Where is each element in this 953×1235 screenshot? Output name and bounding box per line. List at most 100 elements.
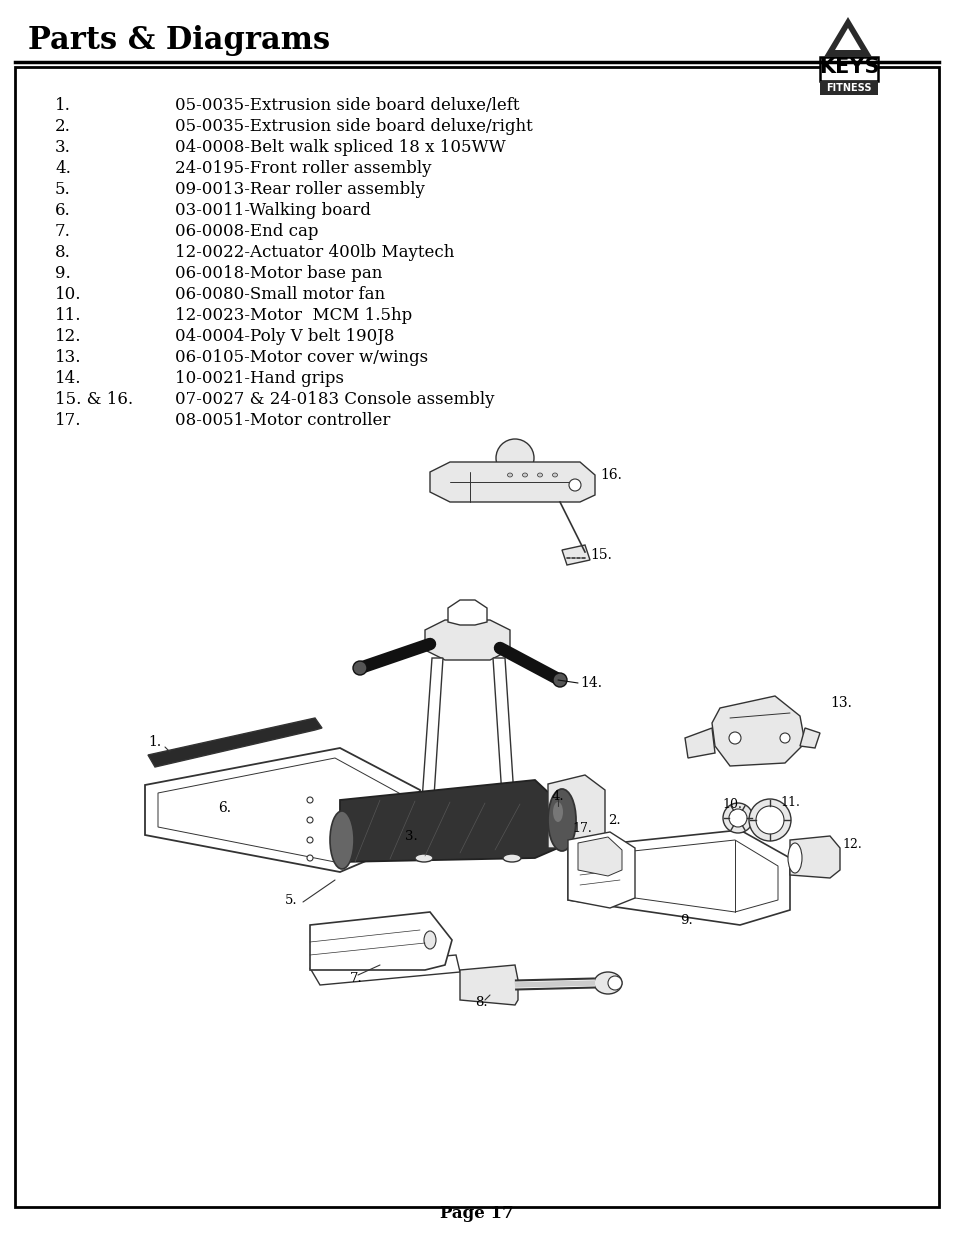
Ellipse shape	[755, 806, 783, 834]
Ellipse shape	[568, 479, 580, 492]
Text: 2.: 2.	[607, 814, 620, 826]
Ellipse shape	[537, 473, 542, 477]
Polygon shape	[158, 758, 408, 862]
Ellipse shape	[552, 473, 557, 477]
Text: 3.: 3.	[55, 140, 71, 156]
Polygon shape	[430, 462, 595, 501]
Ellipse shape	[547, 789, 576, 851]
Text: 15. & 16.: 15. & 16.	[55, 391, 133, 408]
Bar	[820, 82, 877, 95]
Text: 13.: 13.	[55, 350, 81, 366]
Ellipse shape	[594, 972, 621, 994]
Text: 1.: 1.	[55, 98, 71, 114]
Polygon shape	[145, 748, 419, 872]
Text: 6.: 6.	[218, 802, 231, 815]
Ellipse shape	[780, 734, 789, 743]
Text: 05-0035-Extrusion side board deluxe/left: 05-0035-Extrusion side board deluxe/left	[174, 98, 519, 114]
Text: 08-0051-Motor controller: 08-0051-Motor controller	[174, 412, 390, 429]
Ellipse shape	[496, 438, 534, 477]
Ellipse shape	[728, 809, 746, 827]
Polygon shape	[459, 965, 517, 1005]
Text: 24-0195-Front roller assembly: 24-0195-Front roller assembly	[174, 161, 431, 177]
Text: 10.: 10.	[721, 798, 741, 810]
Text: 07-0027 & 24-0183 Console assembly: 07-0027 & 24-0183 Console assembly	[174, 391, 494, 408]
Text: 4.: 4.	[55, 161, 71, 177]
Polygon shape	[148, 718, 322, 767]
Text: 06-0018-Motor base pan: 06-0018-Motor base pan	[174, 266, 382, 282]
Ellipse shape	[353, 661, 367, 676]
Text: 10.: 10.	[55, 287, 81, 303]
Text: 09-0013-Rear roller assembly: 09-0013-Rear roller assembly	[174, 182, 424, 198]
Text: 11.: 11.	[780, 797, 799, 809]
Text: 03-0011-Walking board: 03-0011-Walking board	[174, 203, 371, 219]
Polygon shape	[561, 545, 589, 564]
Text: 7.: 7.	[55, 224, 71, 240]
Polygon shape	[567, 832, 635, 908]
Ellipse shape	[722, 803, 752, 832]
Polygon shape	[417, 658, 442, 858]
Ellipse shape	[728, 732, 740, 743]
Text: 8.: 8.	[55, 245, 71, 261]
Text: 13.: 13.	[829, 697, 851, 710]
Ellipse shape	[607, 976, 621, 990]
Polygon shape	[310, 955, 459, 986]
Ellipse shape	[522, 473, 527, 477]
Polygon shape	[310, 911, 452, 969]
Polygon shape	[684, 727, 714, 758]
Text: 6.: 6.	[55, 203, 71, 219]
Polygon shape	[493, 658, 517, 858]
Text: 5.: 5.	[55, 182, 71, 198]
Text: 7.: 7.	[350, 972, 362, 984]
Ellipse shape	[330, 811, 354, 869]
Polygon shape	[711, 697, 804, 766]
Text: 10-0021-Hand grips: 10-0021-Hand grips	[174, 370, 344, 387]
Ellipse shape	[307, 818, 313, 823]
Ellipse shape	[307, 855, 313, 861]
Ellipse shape	[423, 931, 436, 948]
Ellipse shape	[415, 853, 433, 862]
Text: 12-0023-Motor  MCM 1.5hp: 12-0023-Motor MCM 1.5hp	[174, 308, 412, 324]
Text: 9.: 9.	[55, 266, 71, 282]
Polygon shape	[448, 600, 486, 625]
Polygon shape	[823, 17, 871, 57]
Text: 4.: 4.	[551, 789, 564, 803]
Polygon shape	[567, 830, 789, 925]
Polygon shape	[789, 836, 840, 878]
Text: 12.: 12.	[55, 329, 81, 345]
Ellipse shape	[553, 673, 566, 687]
Polygon shape	[547, 776, 604, 848]
Polygon shape	[800, 727, 820, 748]
Text: 9.: 9.	[679, 914, 692, 926]
Text: 5.: 5.	[285, 893, 297, 906]
Text: 14.: 14.	[55, 370, 81, 387]
Polygon shape	[578, 840, 778, 911]
Text: Parts & Diagrams: Parts & Diagrams	[28, 25, 330, 56]
Text: 06-0105-Motor cover w/wings: 06-0105-Motor cover w/wings	[174, 350, 428, 366]
Text: 12-0022-Actuator 400lb Maytech: 12-0022-Actuator 400lb Maytech	[174, 245, 454, 261]
Text: 3.: 3.	[405, 830, 417, 842]
Ellipse shape	[553, 802, 562, 823]
Ellipse shape	[787, 844, 801, 873]
Text: 8.: 8.	[475, 997, 487, 1009]
Text: 14.: 14.	[579, 676, 601, 690]
Text: 05-0035-Extrusion side board deluxe/right: 05-0035-Extrusion side board deluxe/righ…	[174, 119, 532, 135]
Bar	[820, 57, 877, 82]
Text: 17.: 17.	[55, 412, 81, 429]
Text: 15.: 15.	[589, 548, 611, 562]
Polygon shape	[424, 620, 510, 659]
Text: 17.: 17.	[572, 821, 591, 835]
Text: KEYS: KEYS	[818, 57, 879, 77]
Text: Page 17: Page 17	[439, 1204, 514, 1221]
Text: 06-0080-Small motor fan: 06-0080-Small motor fan	[174, 287, 385, 303]
Ellipse shape	[748, 799, 790, 841]
Polygon shape	[578, 837, 621, 876]
Text: FITNESS: FITNESS	[825, 83, 871, 93]
Ellipse shape	[502, 853, 520, 862]
Polygon shape	[834, 28, 861, 49]
Text: 2.: 2.	[55, 119, 71, 135]
Text: 12.: 12.	[841, 839, 861, 851]
Ellipse shape	[507, 473, 512, 477]
Text: 16.: 16.	[599, 468, 621, 482]
Text: 04-0004-Poly V belt 190J8: 04-0004-Poly V belt 190J8	[174, 329, 395, 345]
Text: 04-0008-Belt walk spliced 18 x 105WW: 04-0008-Belt walk spliced 18 x 105WW	[174, 140, 505, 156]
